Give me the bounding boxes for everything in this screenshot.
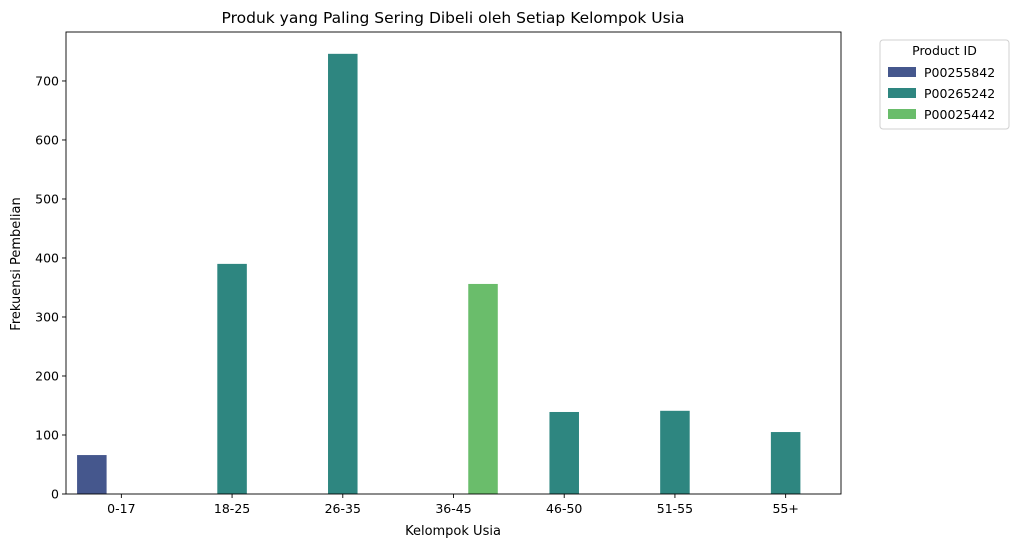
x-tick-label: 36-45 bbox=[435, 501, 471, 516]
legend-swatch bbox=[888, 109, 916, 119]
x-tick-label: 0-17 bbox=[107, 501, 135, 516]
y-tick-label: 700 bbox=[35, 73, 59, 88]
legend-entry: P00255842 bbox=[924, 65, 995, 80]
y-tick-label: 0 bbox=[51, 487, 59, 502]
y-tick-label: 200 bbox=[35, 368, 59, 383]
y-tick-label: 300 bbox=[35, 309, 59, 324]
bar bbox=[217, 263, 247, 494]
legend-entry: P00025442 bbox=[924, 107, 995, 122]
bar bbox=[660, 410, 690, 494]
legend-title: Product ID bbox=[912, 43, 977, 58]
legend-entry: P00265242 bbox=[924, 86, 995, 101]
bar bbox=[549, 411, 579, 494]
legend-frame bbox=[879, 39, 1010, 130]
x-tick-label: 26-35 bbox=[325, 501, 361, 516]
y-tick-label: 100 bbox=[35, 427, 59, 442]
y-axis-label: Frekuensi Pembelian bbox=[9, 197, 24, 330]
legend-swatch bbox=[888, 67, 916, 77]
y-tick-label: 600 bbox=[35, 132, 59, 147]
y-tick-label: 400 bbox=[35, 250, 59, 265]
legend-swatch bbox=[888, 88, 916, 98]
x-tick-label: 46-50 bbox=[546, 501, 582, 516]
axes-frame bbox=[65, 31, 842, 495]
x-axis-label: Kelompok Usia bbox=[405, 524, 501, 539]
plot-area: 0 100 200 300 400 500 600 700 0-17 18-25 26-35 36-4… bbox=[35, 31, 842, 516]
x-tick-label: 55+ bbox=[772, 501, 798, 516]
legend: Product ID P00255842 P00265242 P00025442 bbox=[879, 39, 1010, 130]
x-tick-label: 51-55 bbox=[657, 501, 693, 516]
bar bbox=[328, 53, 358, 494]
y-tick-label: 500 bbox=[35, 191, 59, 206]
bar bbox=[77, 455, 107, 494]
bar bbox=[468, 283, 498, 494]
x-tick-label: 18-25 bbox=[214, 501, 250, 516]
bar bbox=[770, 432, 801, 494]
chart-title: Produk yang Paling Sering Dibeli oleh Se… bbox=[222, 9, 685, 27]
